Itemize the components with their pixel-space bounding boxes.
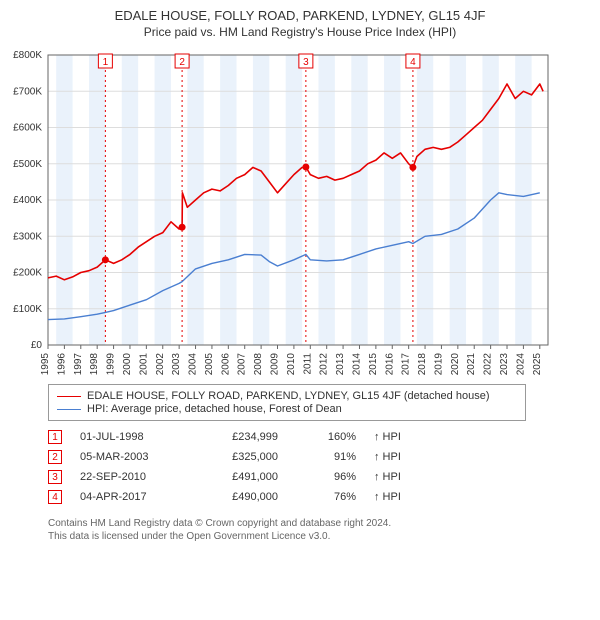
footnote-line: This data is licensed under the Open Gov… <box>48 530 548 543</box>
page-subtitle: Price paid vs. HM Land Registry's House … <box>6 25 594 39</box>
sale-hpi-note: ↑ HPI <box>374 471 434 483</box>
svg-text:1997: 1997 <box>73 353 84 375</box>
svg-text:£600K: £600K <box>13 123 42 134</box>
svg-text:2007: 2007 <box>237 353 248 375</box>
sale-hpi-note: ↑ HPI <box>374 431 434 443</box>
svg-text:2012: 2012 <box>319 353 330 375</box>
svg-text:2: 2 <box>179 57 185 68</box>
sale-price: £234,999 <box>198 431 278 443</box>
svg-text:1998: 1998 <box>89 353 100 375</box>
svg-text:2019: 2019 <box>433 353 444 375</box>
table-row: 4 04-APR-2017 £490,000 76% ↑ HPI <box>48 487 594 507</box>
svg-text:2003: 2003 <box>171 353 182 375</box>
sale-date: 22-SEP-2010 <box>80 471 180 483</box>
svg-text:2008: 2008 <box>253 353 264 375</box>
svg-text:£100K: £100K <box>13 304 42 315</box>
svg-text:2020: 2020 <box>450 353 461 375</box>
legend: EDALE HOUSE, FOLLY ROAD, PARKEND, LYDNEY… <box>48 384 526 421</box>
svg-text:2004: 2004 <box>188 353 199 375</box>
svg-text:2018: 2018 <box>417 353 428 375</box>
table-row: 1 01-JUL-1998 £234,999 160% ↑ HPI <box>48 427 594 447</box>
svg-text:3: 3 <box>303 57 309 68</box>
table-row: 3 22-SEP-2010 £491,000 96% ↑ HPI <box>48 467 594 487</box>
svg-text:2022: 2022 <box>483 353 494 375</box>
svg-text:2013: 2013 <box>335 353 346 375</box>
svg-text:2017: 2017 <box>401 353 412 375</box>
legend-swatch <box>57 396 81 397</box>
legend-label: EDALE HOUSE, FOLLY ROAD, PARKEND, LYDNEY… <box>87 390 489 402</box>
sale-marker: 3 <box>48 470 62 484</box>
sale-ratio: 91% <box>296 451 356 463</box>
svg-text:2011: 2011 <box>302 353 313 375</box>
legend-swatch <box>57 409 81 410</box>
svg-text:2000: 2000 <box>122 353 133 375</box>
svg-text:£300K: £300K <box>13 231 42 242</box>
sale-ratio: 76% <box>296 491 356 503</box>
svg-text:2002: 2002 <box>155 353 166 375</box>
sale-ratio: 96% <box>296 471 356 483</box>
sale-marker: 4 <box>48 490 62 504</box>
legend-label: HPI: Average price, detached house, Fore… <box>87 403 342 415</box>
table-row: 2 05-MAR-2003 £325,000 91% ↑ HPI <box>48 447 594 467</box>
footnote-line: Contains HM Land Registry data © Crown c… <box>48 517 548 530</box>
svg-text:£400K: £400K <box>13 195 42 206</box>
sale-marker: 1 <box>48 430 62 444</box>
svg-text:2006: 2006 <box>220 353 231 375</box>
price-chart: £0 £100K £200K £300K £400K £500K £600K £700K £80… <box>6 45 566 375</box>
svg-text:2023: 2023 <box>499 353 510 375</box>
sale-date: 05-MAR-2003 <box>80 451 180 463</box>
sale-hpi-note: ↑ HPI <box>374 491 434 503</box>
svg-text:£200K: £200K <box>13 268 42 279</box>
sale-price: £491,000 <box>198 471 278 483</box>
svg-text:2024: 2024 <box>515 353 526 375</box>
sale-date: 04-APR-2017 <box>80 491 180 503</box>
page-title: EDALE HOUSE, FOLLY ROAD, PARKEND, LYDNEY… <box>6 8 594 23</box>
svg-text:2005: 2005 <box>204 353 215 375</box>
svg-text:2001: 2001 <box>138 353 149 375</box>
svg-text:1999: 1999 <box>106 353 117 375</box>
sale-price: £490,000 <box>198 491 278 503</box>
chart-container: £0 £100K £200K £300K £400K £500K £600K £700K £80… <box>6 45 594 378</box>
sale-date: 01-JUL-1998 <box>80 431 180 443</box>
svg-text:£800K: £800K <box>13 50 42 61</box>
sale-hpi-note: ↑ HPI <box>374 451 434 463</box>
svg-text:2010: 2010 <box>286 353 297 375</box>
svg-text:4: 4 <box>410 57 416 68</box>
svg-text:2015: 2015 <box>368 353 379 375</box>
svg-text:1: 1 <box>103 57 109 68</box>
svg-text:2009: 2009 <box>270 353 281 375</box>
svg-text:1996: 1996 <box>56 353 67 375</box>
svg-text:£700K: £700K <box>13 86 42 97</box>
footnote: Contains HM Land Registry data © Crown c… <box>48 517 548 543</box>
svg-text:£500K: £500K <box>13 159 42 170</box>
sales-table: 1 01-JUL-1998 £234,999 160% ↑ HPI 2 05-MAR-200… <box>48 427 594 507</box>
sale-ratio: 160% <box>296 431 356 443</box>
svg-text:2014: 2014 <box>351 353 362 375</box>
legend-row: HPI: Average price, detached house, Fore… <box>57 403 517 415</box>
sale-marker: 2 <box>48 450 62 464</box>
svg-text:2025: 2025 <box>532 353 543 375</box>
svg-text:2016: 2016 <box>384 353 395 375</box>
svg-text:2021: 2021 <box>466 353 477 375</box>
sale-price: £325,000 <box>198 451 278 463</box>
legend-row: EDALE HOUSE, FOLLY ROAD, PARKEND, LYDNEY… <box>57 390 517 402</box>
svg-text:1995: 1995 <box>40 353 51 375</box>
svg-text:£0: £0 <box>31 340 43 351</box>
